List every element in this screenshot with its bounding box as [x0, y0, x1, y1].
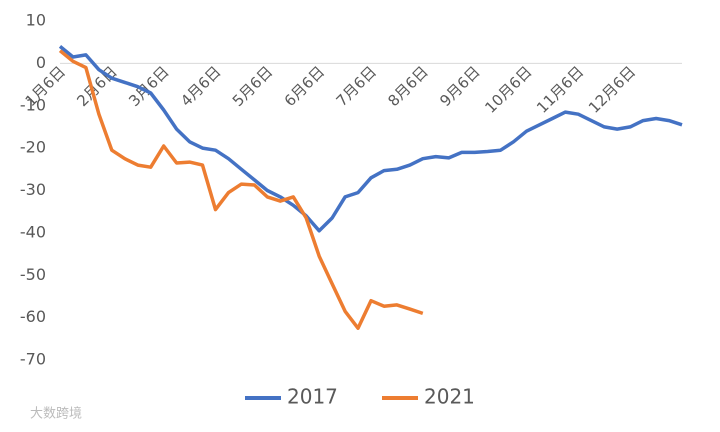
x-tick-label: 12月6日 — [585, 63, 639, 117]
y-tick-label: -70 — [20, 350, 46, 369]
x-tick-label: 10月6日 — [481, 63, 535, 117]
series-line — [58, 45, 683, 233]
x-tick-label: 8月6日 — [384, 63, 431, 110]
y-tick-label: -50 — [20, 265, 46, 284]
x-tick-label: 4月6日 — [177, 63, 224, 110]
x-tick-label: 9月6日 — [436, 63, 483, 110]
y-tick-label: -20 — [20, 138, 46, 157]
legend-label: 2021 — [424, 385, 475, 409]
y-tick-label: -40 — [20, 222, 46, 241]
y-tick-label: -30 — [20, 180, 46, 199]
x-tick-label: 5月6日 — [229, 63, 276, 110]
y-tick-label: -60 — [20, 307, 46, 326]
watermark: 大数跨境 — [30, 407, 82, 422]
x-tick-label: 7月6日 — [333, 63, 380, 110]
y-tick-label: 10 — [26, 11, 46, 30]
x-tick-label: 11月6日 — [533, 63, 587, 117]
legend-label: 2017 — [287, 385, 338, 409]
y-tick-label: -10 — [20, 95, 46, 114]
x-tick-label: 6月6日 — [281, 63, 328, 110]
y-tick-label: 0 — [36, 53, 46, 72]
series-line — [58, 49, 424, 330]
